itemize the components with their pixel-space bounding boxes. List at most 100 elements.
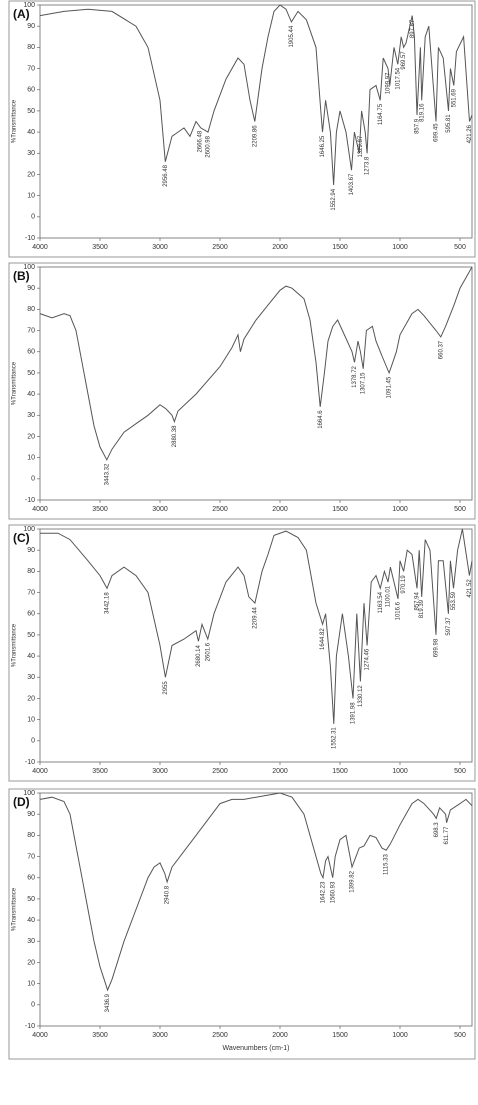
peak-label: 1307.15 [361, 372, 367, 394]
x-tick-label: 2500 [212, 1032, 228, 1039]
panel-frame [8, 788, 476, 1060]
peak-label: 857.9 [415, 118, 421, 134]
y-tick-label: 20 [27, 959, 35, 966]
y-axis-label: %Transmittance [12, 887, 18, 931]
x-tick-label: 4000 [32, 768, 48, 775]
peak-label: 611.77 [444, 826, 450, 845]
x-tick-label: 3500 [92, 244, 108, 251]
peak-label: 1099.97 [386, 72, 392, 94]
y-tick-label: -10 [25, 759, 35, 766]
peak-label: 1017.54 [395, 67, 401, 89]
peak-label: 1329.87 [358, 135, 364, 157]
x-tick-label: 3000 [152, 768, 168, 775]
x-axis-label: Wavenumbers (cm-1) [222, 1045, 289, 1052]
x-tick-label: 3000 [152, 1032, 168, 1039]
y-tick-label: 10 [27, 980, 35, 987]
peak-label: 2600.98 [205, 135, 211, 157]
x-tick-label: 500 [454, 244, 466, 251]
peak-label: 969.57 [401, 51, 407, 70]
peak-label: 1330.12 [358, 685, 364, 707]
x-tick-label: 500 [454, 506, 466, 513]
peak-label: 2680.14 [196, 645, 202, 667]
peak-label: 1115.33 [384, 854, 390, 875]
panel-label: (B) [13, 269, 30, 283]
y-tick-label: 50 [27, 108, 35, 115]
peak-label: 2601.6 [205, 642, 211, 661]
x-tick-label: 4000 [32, 1032, 48, 1039]
y-tick-label: 50 [27, 632, 35, 639]
y-tick-label: 0 [31, 738, 35, 745]
peak-label: 1560.93 [330, 881, 336, 903]
plot-frame [39, 266, 473, 501]
y-tick-label: 100 [23, 2, 35, 9]
peak-label: 2955 [163, 681, 169, 695]
peak-label: 2209.86 [252, 125, 258, 147]
y-tick-label: 10 [27, 192, 35, 199]
x-tick-label: 2000 [272, 244, 288, 251]
spectrum-line [39, 4, 473, 186]
peak-label: 1274.46 [365, 648, 371, 670]
x-tick-label: 1000 [392, 768, 408, 775]
peak-label: 551.69 [451, 88, 457, 107]
x-tick-label: 1000 [392, 1032, 408, 1039]
panel-label: (D) [13, 795, 30, 809]
plot-frame [39, 4, 473, 239]
x-tick-label: 2000 [272, 1032, 288, 1039]
peak-label: 1646.25 [320, 135, 326, 157]
y-tick-label: 100 [23, 526, 35, 533]
peak-label: 595.81 [446, 114, 452, 133]
y-tick-label: 80 [27, 832, 35, 839]
spectrum-line [39, 266, 473, 461]
peak-label: 3442.18 [105, 592, 111, 614]
x-tick-label: 2000 [272, 768, 288, 775]
spectrum-line [40, 528, 473, 724]
panel-label: (A) [13, 7, 30, 21]
y-tick-label: 0 [31, 476, 35, 483]
peak-label: 1091.45 [387, 376, 393, 398]
y-tick-label: 30 [27, 938, 35, 945]
peak-label: 2956.48 [163, 164, 169, 186]
y-tick-label: 80 [27, 306, 35, 313]
plot-frame [39, 792, 473, 1027]
y-tick-label: 20 [27, 695, 35, 702]
peak-label: 970.19 [401, 575, 407, 594]
peak-label: 1642.23 [321, 881, 327, 903]
y-tick-label: 40 [27, 391, 35, 398]
y-tick-label: 60 [27, 87, 35, 94]
peak-label: 1552.94 [331, 188, 337, 210]
y-tick-label: 20 [27, 433, 35, 440]
x-tick-label: 4000 [32, 506, 48, 513]
x-tick-label: 3000 [152, 506, 168, 513]
peak-label: 2666.48 [198, 130, 204, 152]
spectrum-line [39, 792, 473, 992]
peak-label: 1552.31 [331, 727, 337, 749]
x-tick-label: 1500 [332, 244, 348, 251]
x-tick-label: 1000 [392, 244, 408, 251]
y-tick-label: 80 [27, 568, 35, 575]
peak-label: 1644.82 [320, 628, 326, 650]
x-tick-label: 2000 [272, 506, 288, 513]
x-tick-label: 2500 [212, 506, 228, 513]
peak-label: 1163.54 [378, 591, 384, 613]
x-tick-label: 1500 [332, 1032, 348, 1039]
peak-label: 897.87 [410, 19, 416, 38]
peak-label: 597.37 [446, 617, 452, 636]
peak-label: 1905.44 [289, 25, 295, 47]
x-tick-label: 1500 [332, 506, 348, 513]
peak-label: 1399.82 [350, 870, 356, 892]
x-tick-label: 500 [454, 1032, 466, 1039]
y-tick-label: 0 [31, 1002, 35, 1009]
y-tick-label: 60 [27, 875, 35, 882]
peak-label: 699.98 [434, 638, 440, 657]
y-tick-label: 90 [27, 811, 35, 818]
peak-label: 819.39 [419, 599, 425, 618]
peak-label: 819.16 [419, 103, 425, 122]
y-tick-label: 0 [31, 214, 35, 221]
y-tick-label: 50 [27, 896, 35, 903]
x-tick-label: 3500 [92, 768, 108, 775]
plot-frame [39, 528, 473, 763]
y-axis-label: %Transmittance [12, 623, 18, 667]
peak-label: 1664.6 [318, 410, 324, 429]
y-tick-label: 50 [27, 370, 35, 377]
